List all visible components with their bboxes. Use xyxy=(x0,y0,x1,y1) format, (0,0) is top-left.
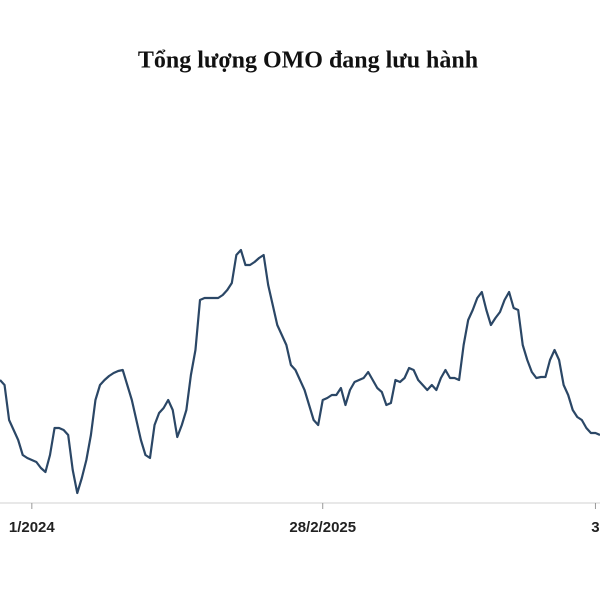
x-tick-label: 3 xyxy=(591,519,599,536)
chart-title: Tổng lượng OMO đang lưu hành xyxy=(138,48,478,74)
x-tick-label: 1/2024 xyxy=(9,519,56,536)
x-tick-label: 28/2/2025 xyxy=(289,519,356,536)
data-line xyxy=(0,248,600,495)
